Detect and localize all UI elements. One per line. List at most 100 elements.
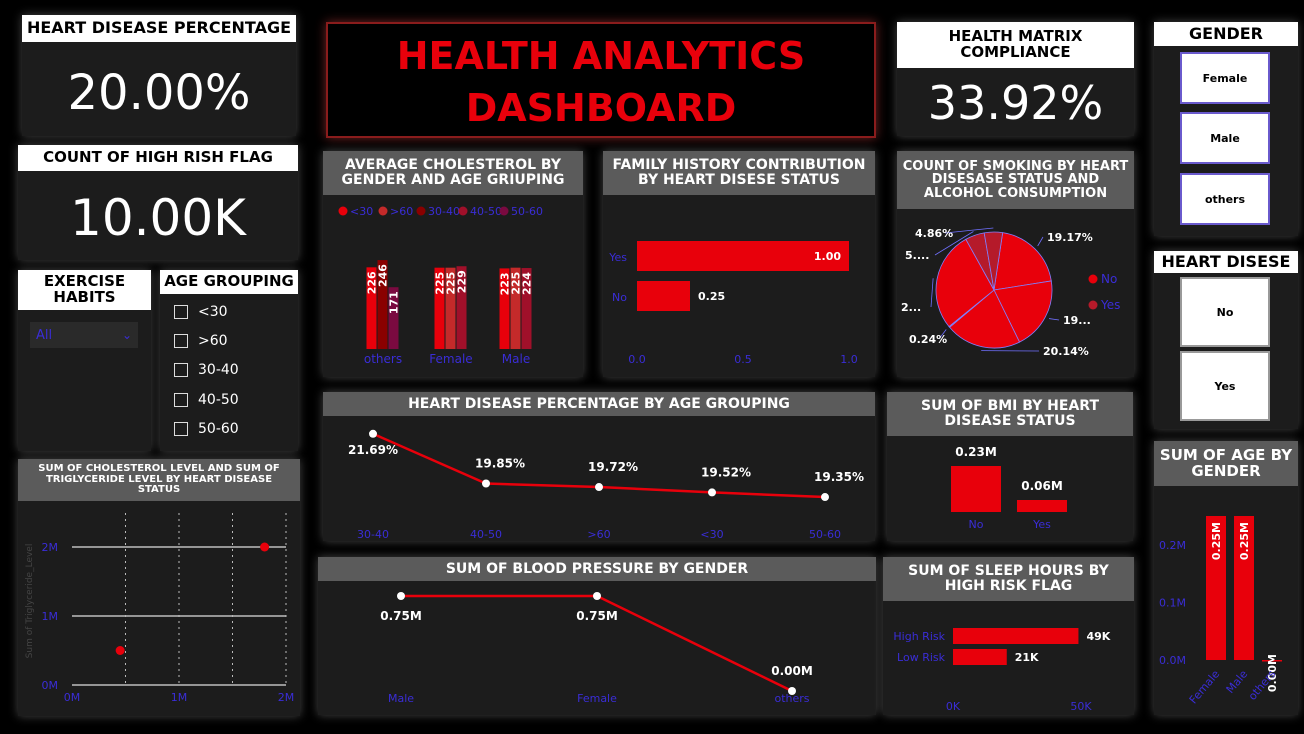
sleep-bar-label: 21K bbox=[1015, 651, 1039, 664]
heart-age-point bbox=[708, 488, 716, 497]
chol-bar bbox=[510, 267, 521, 349]
pie-slice bbox=[993, 232, 1052, 291]
kpi-compliance-label: HEALTH MATRIX COMPLIANCE bbox=[897, 22, 1134, 68]
pie-slice bbox=[949, 289, 1021, 349]
chol-bar bbox=[434, 267, 445, 349]
chol-bar bbox=[366, 267, 377, 349]
family-bar-label: 0.25 bbox=[698, 290, 725, 303]
pie-leader-line bbox=[938, 329, 947, 340]
family-history-bar-chart: Yes 1.00 No 0.25 0.0 0.5 1.0 bbox=[608, 241, 858, 366]
age-option-lt30[interactable]: <30 bbox=[174, 304, 228, 320]
smoking-title-2: DISESASE STATUS AND bbox=[931, 172, 1100, 188]
age-gender-bar-label: 0.00M bbox=[1266, 654, 1279, 692]
legend-label: <30 bbox=[350, 205, 373, 218]
bp-point bbox=[397, 592, 405, 600]
age-gender-title-1: SUM OF AGE BY bbox=[1159, 445, 1293, 464]
exercise-habits-dropdown[interactable]: All ⌄ bbox=[30, 322, 138, 348]
legend-marker bbox=[378, 206, 388, 216]
age-option-label: 40-50 bbox=[198, 392, 239, 408]
pie-slice-label: 19... bbox=[1063, 314, 1091, 327]
pie-slice bbox=[983, 231, 1004, 291]
gender-slicer-label: GENDER bbox=[1154, 22, 1298, 46]
family-x-tick: 1.0 bbox=[840, 353, 858, 366]
heart-option-no[interactable]: No bbox=[1180, 277, 1270, 347]
age-by-gender-title: SUM OF AGE BY GENDER bbox=[1154, 441, 1298, 486]
dashboard-title-line1: HEALTH ANALYTICS bbox=[396, 34, 806, 78]
chol-chart-title-1: AVERAGE CHOLESTEROL BY bbox=[345, 157, 561, 174]
scatter-x-tick: 1M bbox=[171, 691, 188, 704]
kpi-heart-disease-pct-value: 20.00% bbox=[67, 65, 251, 121]
kpi-compliance-value: 33.92% bbox=[927, 76, 1104, 130]
family-history-title: FAMILY HISTORY CONTRIBUTION BY HEART DIS… bbox=[603, 151, 875, 195]
age-option-30-40[interactable]: 30-40 bbox=[174, 362, 239, 378]
pie-slice-label: 2... bbox=[901, 301, 921, 314]
checkbox[interactable] bbox=[174, 393, 188, 407]
age-gender-y-tick: 0.0M bbox=[1159, 654, 1186, 667]
heart-age-x-tick: 30-40 bbox=[357, 528, 389, 541]
chol-bar bbox=[499, 268, 510, 349]
smoking-title-1: COUNT OF SMOKING BY HEART bbox=[902, 158, 1129, 174]
legend-label: >60 bbox=[390, 205, 413, 218]
age-gender-y-tick: 0.1M bbox=[1159, 596, 1186, 609]
chol-bar bbox=[521, 268, 532, 349]
checkbox[interactable] bbox=[174, 422, 188, 436]
gender-option-female[interactable]: Female bbox=[1180, 52, 1270, 104]
family-history-title-1: FAMILY HISTORY CONTRIBUTION bbox=[612, 157, 866, 174]
heart-age-point bbox=[369, 429, 377, 438]
legend-marker bbox=[499, 206, 509, 216]
scatter-y-tick: 0M bbox=[42, 679, 59, 692]
pie-leader-line bbox=[1037, 236, 1044, 247]
smoking-pie-chart: 19.17% 19... 20.14% 0.24% 2... 5.... 4.86% No Ye… bbox=[901, 227, 1120, 358]
pie-slice bbox=[993, 280, 1053, 343]
chol-bar-label: 225 bbox=[445, 272, 458, 295]
exercise-habits-selected: All bbox=[36, 327, 53, 343]
scatter-point bbox=[260, 542, 270, 552]
checkbox[interactable] bbox=[174, 363, 188, 377]
bp-x-tick: others bbox=[774, 692, 809, 705]
chol-trig-scatter-chart: 0M 1M 2M 0M 1M 2M Sum of Triglyceride_Level bbox=[25, 513, 294, 704]
smoking-pie-title: COUNT OF SMOKING BY HEART DISESASE STATU… bbox=[897, 151, 1134, 209]
chol-bar-label: 229 bbox=[456, 270, 469, 293]
bmi-bar-label: 0.06M bbox=[1021, 479, 1063, 493]
bp-x-tick: Male bbox=[388, 692, 414, 705]
chol-bar bbox=[377, 260, 388, 349]
heart-age-label: 19.72% bbox=[588, 460, 638, 474]
scatter-y-axis-label: Sum of Triglyceride_Level bbox=[25, 544, 35, 659]
sleep-x-tick: 50K bbox=[1070, 700, 1092, 713]
bp-point bbox=[788, 687, 796, 695]
pie-slice-label: 20.14% bbox=[1043, 345, 1089, 358]
age-option-gt60[interactable]: >60 bbox=[174, 333, 228, 349]
heart-age-label: 19.85% bbox=[475, 457, 525, 471]
kpi-compliance-label-1: HEALTH MATRIX bbox=[948, 27, 1083, 46]
pie-leader-line bbox=[1048, 318, 1060, 321]
exercise-habits-label-2: HABITS bbox=[53, 288, 116, 306]
gender-option-male[interactable]: Male bbox=[1180, 112, 1270, 164]
sleep-category-label: Low Risk bbox=[897, 651, 946, 664]
sleep-bar-chart: High Risk 49K Low Risk 21K 0K 50K bbox=[893, 628, 1111, 713]
checkbox[interactable] bbox=[174, 305, 188, 319]
checkbox[interactable] bbox=[174, 334, 188, 348]
age-gender-bar bbox=[1206, 516, 1226, 660]
age-option-50-60[interactable]: 50-60 bbox=[174, 421, 239, 437]
age-gender-x-tick: Male bbox=[1224, 667, 1251, 695]
sleep-x-tick: 0K bbox=[946, 700, 961, 713]
heart-option-yes[interactable]: Yes bbox=[1180, 351, 1270, 421]
age-gender-bar-label: 0.25M bbox=[1210, 522, 1223, 560]
bmi-title: SUM OF BMI BY HEART DISEASE STATUS bbox=[887, 392, 1133, 436]
bmi-bar-label: 0.23M bbox=[955, 445, 997, 459]
family-bar bbox=[637, 241, 849, 271]
pie-leader-line bbox=[934, 231, 974, 256]
sleep-bar bbox=[953, 628, 1079, 644]
heart-by-age-title: HEART DISEASE PERCENTAGE BY AGE GROUPING bbox=[323, 392, 875, 416]
family-history-panel: FAMILY HISTORY CONTRIBUTION BY HEART DIS… bbox=[603, 151, 875, 377]
bmi-title-1: SUM OF BMI BY HEART bbox=[920, 398, 1099, 415]
gender-option-others[interactable]: others bbox=[1180, 173, 1270, 225]
legend-label: 50-60 bbox=[511, 205, 543, 218]
age-option-40-50[interactable]: 40-50 bbox=[174, 392, 239, 408]
exercise-habits-label-1: EXERCISE bbox=[43, 272, 126, 291]
chol-bar-label: 223 bbox=[499, 272, 512, 295]
bmi-bar-chart: 0.23M No 0.06M Yes bbox=[951, 445, 1067, 531]
sleep-bar-label: 49K bbox=[1086, 630, 1110, 643]
chol-bar bbox=[445, 267, 456, 349]
